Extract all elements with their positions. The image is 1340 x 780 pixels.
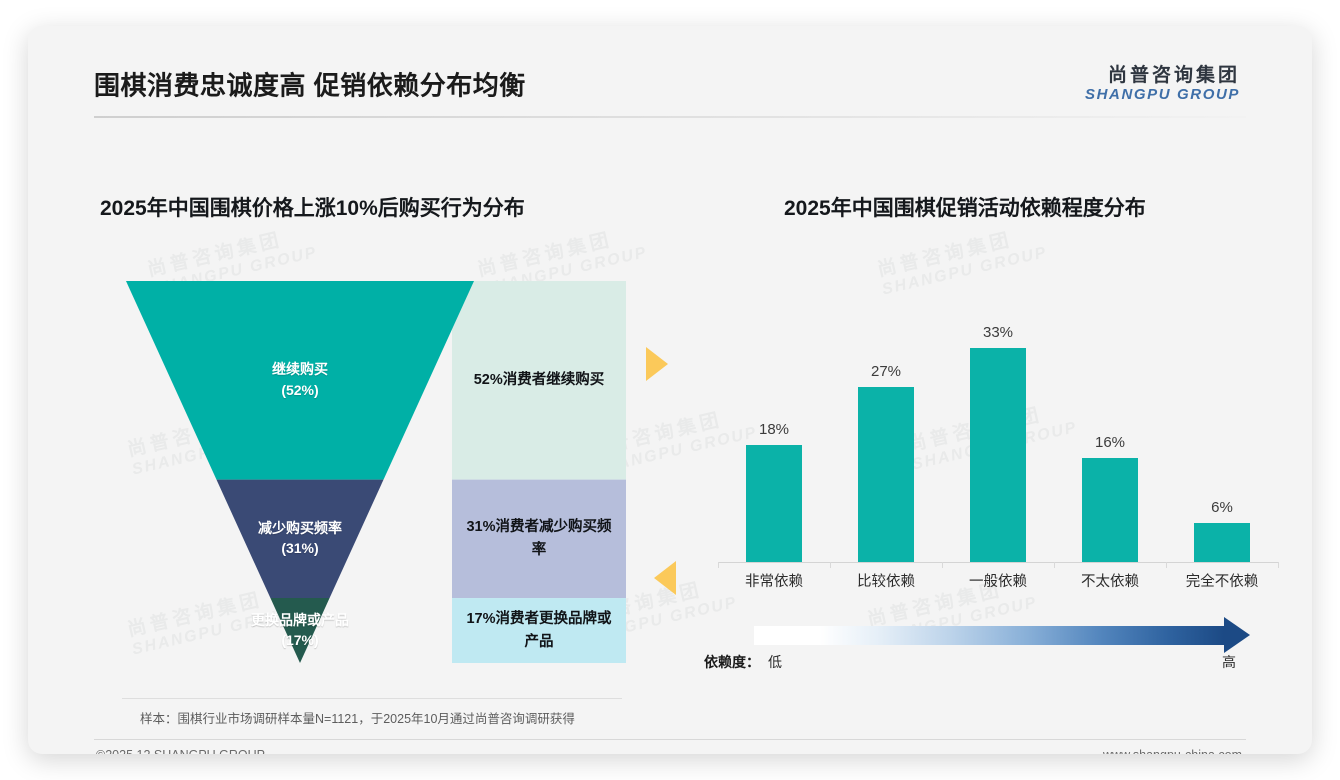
footer-website[interactable]: www.shangpu-china.com <box>1103 748 1242 754</box>
funnel-band-value: (52%) <box>281 381 319 398</box>
funnel-band-value: (17%) <box>281 631 319 648</box>
bar-rect[interactable] <box>858 386 914 562</box>
bar-rect[interactable] <box>746 445 802 562</box>
watermark-cn: 尚普咨询集团 <box>475 229 615 282</box>
funnel-band-description: 52%消费者继续购买 <box>473 372 605 389</box>
logo-text-cn: 尚普咨询集团 <box>1107 65 1240 86</box>
legend-high-label: 高 <box>1222 654 1236 670</box>
slide-card: 尚普咨询集团 SHANGPU GROUP 尚普咨询集团 SHANGPU GROU… <box>28 26 1312 754</box>
axis-tick <box>1278 562 1279 568</box>
dependency-gradient-legend: 依赖度： 低 高 <box>704 617 1284 680</box>
play-right-icon <box>646 347 668 381</box>
bar-category-label: 非常依赖 <box>745 574 803 590</box>
funnel-chart: 继续购买 (52%) 52%消费者继续购买减少购买频率 (31%) 31%消费者减少购买… <box>126 281 626 663</box>
funnel-band <box>126 281 474 480</box>
header-divider <box>94 116 1246 118</box>
gradient-bar <box>754 626 1224 645</box>
funnel-band-label: 更换品牌或产品 (17%) <box>190 610 410 651</box>
bar-chart: 18% 27% 33% 16% 6% <box>718 294 1278 562</box>
bar-rect[interactable] <box>970 347 1026 562</box>
funnel-band-label: 继续购买 (52%) <box>190 359 410 400</box>
bar-value-label: 6% <box>1211 499 1233 516</box>
left-chart-title: 2025年中国围棋价格上涨10%后购买行为分布 <box>100 197 525 220</box>
bar-category-label: 不太依赖 <box>1081 574 1139 590</box>
axis-tick <box>1054 562 1055 568</box>
bar-value-label: 27% <box>870 362 902 380</box>
page-title: 围棋消费忠诚度高 促销依赖分布均衡 <box>94 70 526 101</box>
bar-chart-axis <box>718 562 1278 563</box>
legend-low-label: 低 <box>768 654 782 670</box>
funnel-svg <box>126 281 626 663</box>
bar-column[interactable]: 6% <box>1194 294 1250 562</box>
bar-column[interactable]: 18% <box>746 294 802 562</box>
funnel-band <box>216 479 384 599</box>
bar-rect[interactable] <box>1194 523 1250 562</box>
gradient-arrow-icon <box>1224 617 1250 653</box>
axis-tick <box>830 562 831 568</box>
bar-rect[interactable] <box>1082 458 1138 562</box>
funnel-band-name: 减少购买频率 <box>258 519 342 536</box>
bar-column[interactable]: 16% <box>1082 294 1138 562</box>
right-chart-title: 2025年中国围棋促销活动依赖程度分布 <box>784 197 1146 220</box>
footer-copyright: ©2025.12 SHANGPU GROUP <box>96 748 265 754</box>
footer-divider <box>94 739 1246 740</box>
bar-value-label: 16% <box>1094 434 1126 451</box>
footnote-divider <box>122 698 622 699</box>
bar-value-label: 33% <box>982 323 1014 341</box>
bar-column[interactable]: 33% <box>970 294 1026 562</box>
play-left-icon <box>654 561 676 595</box>
footnote: 样本：围棋行业市场调研样本量N=1121，于2025年10月通过尚普咨询调研获得 <box>140 712 575 726</box>
axis-tick <box>718 562 719 568</box>
funnel-band-description: 17%消费者更换品牌或产品 <box>466 611 612 650</box>
funnel-band-name: 更换品牌或产品 <box>251 611 349 628</box>
logo-text-en: SHANGPU GROUP <box>1085 85 1240 103</box>
funnel-band-name: 继续购买 <box>272 361 328 378</box>
funnel-band-description: 31%消费者减少购买频率 <box>466 519 612 558</box>
bar-category-label: 一般依赖 <box>969 574 1027 590</box>
brand-logo: 尚普咨询集团 SHANGPU GROUP <box>1085 66 1240 103</box>
funnel-band <box>270 598 330 663</box>
funnel-band-value: (31%) <box>281 540 319 557</box>
funnel-band-label: 减少购买频率 (31%) <box>190 518 410 559</box>
legend-title: 依赖度： <box>704 654 760 670</box>
bar-column[interactable]: 27% <box>858 294 914 562</box>
watermark-cn: 尚普咨询集团 <box>145 229 285 282</box>
watermark-cn: 尚普咨询集团 <box>875 229 1015 282</box>
header: 围棋消费忠诚度高 促销依赖分布均衡 尚普咨询集团 SHANGPU GROUP <box>28 26 1312 112</box>
watermark-en: SHANGPU GROUP <box>880 244 1050 299</box>
bar-category-label: 比较依赖 <box>857 574 915 590</box>
bar-category-label: 完全不依赖 <box>1185 574 1259 590</box>
watermark: 尚普咨询集团 SHANGPU GROUP <box>876 223 1050 301</box>
bar-value-label: 18% <box>758 421 790 438</box>
axis-tick <box>1166 562 1167 568</box>
axis-tick <box>942 562 943 568</box>
